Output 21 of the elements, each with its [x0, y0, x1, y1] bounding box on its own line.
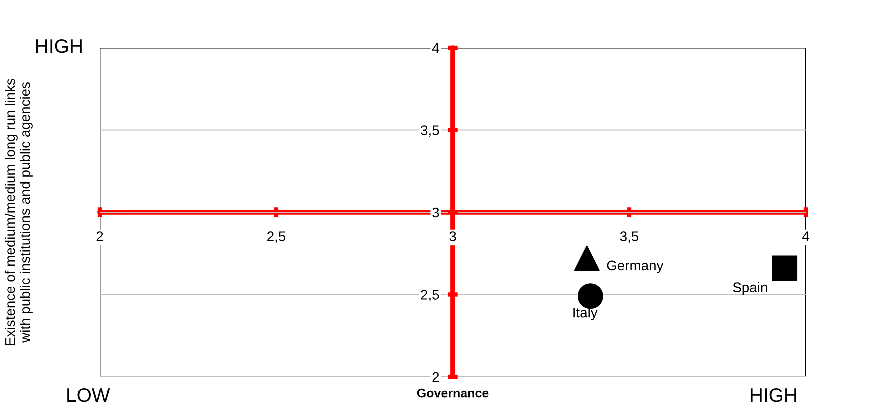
y-tick-label: 2,5	[421, 290, 440, 302]
point	[772, 256, 798, 282]
x-tick-label: 3,5	[620, 232, 639, 244]
series-label: Germany	[607, 260, 664, 274]
x-tick-label: 3	[450, 232, 456, 242]
point	[578, 284, 604, 310]
x-tick-label: 2	[96, 232, 104, 242]
x-tick-label: 4	[802, 232, 810, 242]
y-tick-label: 2	[432, 372, 440, 382]
y-tick-label: 3	[432, 208, 440, 218]
x-axis-title: Governance	[417, 388, 489, 398]
series-label: Italy	[574, 308, 598, 320]
text: HIGH	[36, 39, 82, 54]
y-axis-title: Existence of medium/medium long run links with public institutions and public agencies	[5, 79, 33, 346]
x-tick-label: 2,5	[268, 232, 286, 244]
point	[574, 246, 600, 272]
text: LOW	[68, 388, 110, 402]
y-tick-label: 4	[432, 43, 440, 54]
text: HIGH	[750, 388, 796, 402]
series-label: Spain	[733, 282, 768, 296]
y-tick-label: 3,5	[421, 126, 440, 138]
